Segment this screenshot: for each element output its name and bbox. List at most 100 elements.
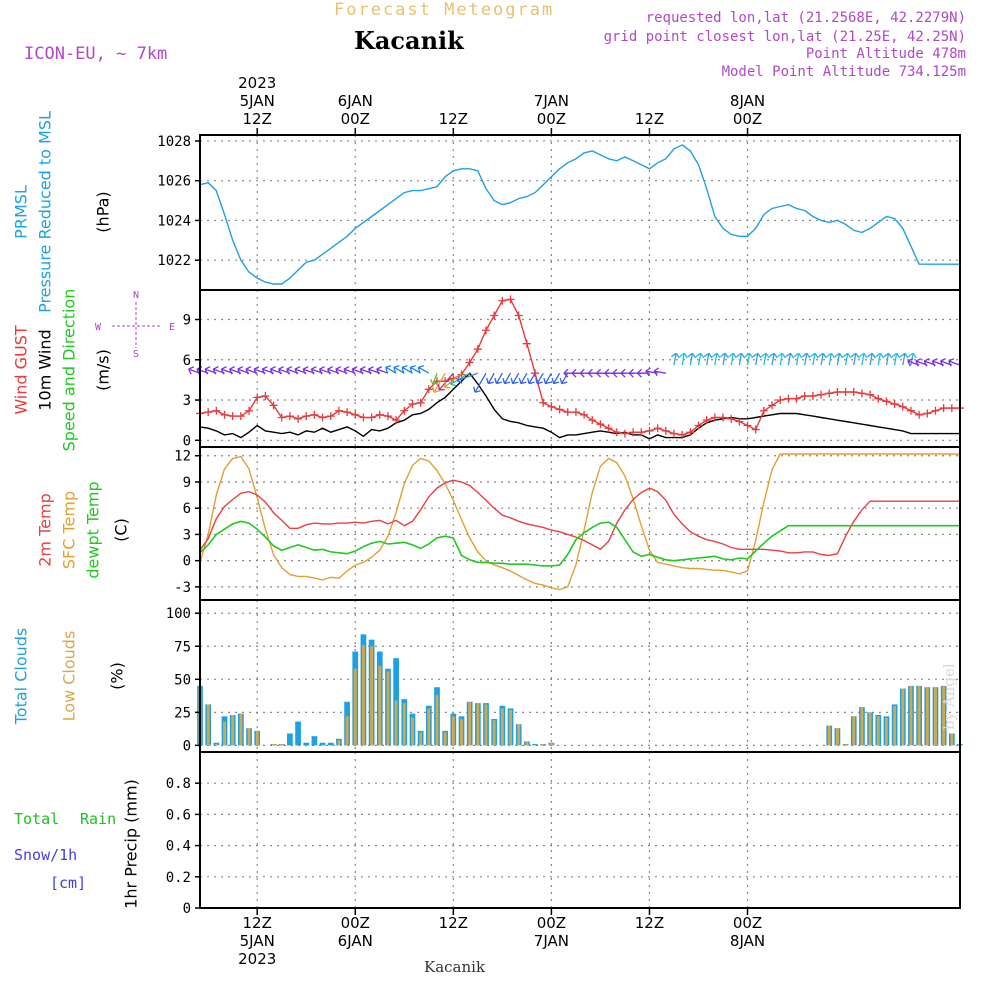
gust-marker	[220, 410, 229, 419]
low-cloud-bar	[386, 671, 390, 746]
low-cloud-bar	[876, 716, 880, 746]
wind-direction-arrow	[891, 352, 901, 366]
gust-marker	[269, 401, 278, 410]
wind-direction-arrow	[777, 352, 787, 366]
low-cloud-bar	[214, 744, 218, 746]
gust-marker	[768, 401, 777, 410]
low-cloud-bar	[885, 717, 888, 746]
gust-marker	[678, 430, 687, 439]
low-cloud-bar	[836, 728, 839, 746]
wind-direction-arrow	[883, 352, 893, 366]
panel-frame-clouds	[199, 599, 961, 753]
gust-marker	[400, 406, 409, 415]
low-cloud-bar	[917, 685, 921, 746]
gust-marker	[522, 339, 531, 348]
wind-direction-arrow	[728, 352, 738, 366]
total-cloud-bar	[319, 742, 326, 746]
gust-marker	[833, 387, 842, 396]
bottom-time-label: 12Z	[439, 914, 468, 932]
wind-direction-arrow	[867, 352, 876, 366]
grid-point-coords: grid point closest lon,lat (21.25E, 42.2…	[603, 29, 966, 45]
low-cloud-bar	[844, 744, 847, 746]
wind-direction-arrow	[510, 372, 520, 385]
precip-label-cm: [cm]	[50, 874, 86, 892]
gust-marker	[588, 416, 597, 425]
gust-marker	[620, 429, 629, 438]
wind-direction-arrow	[760, 352, 770, 366]
ytick-label: 3	[183, 393, 191, 409]
top-time-label: 2023	[238, 74, 276, 92]
gust-marker	[612, 428, 621, 437]
wind-direction-arrow	[826, 352, 836, 366]
wind-direction-arrow	[653, 367, 666, 377]
gust-marker	[857, 389, 866, 398]
ytick-label: 0.6	[166, 807, 191, 823]
precip-label-rain: Rain	[80, 810, 116, 828]
panel-label: 10m Wind	[36, 329, 55, 410]
wind-direction-arrow	[695, 352, 705, 366]
gust-marker	[866, 390, 875, 399]
grid-layer	[200, 135, 960, 909]
low-cloud-bar	[925, 687, 929, 746]
gust-marker	[212, 406, 221, 415]
gust-marker	[931, 406, 940, 415]
gust-marker	[416, 398, 425, 407]
gust-marker	[596, 420, 605, 429]
ytick-label: 0	[183, 554, 191, 570]
ytick-label: 12	[174, 449, 191, 465]
wind-direction-arrow	[486, 372, 495, 385]
wind-direction-arrow	[393, 365, 405, 374]
low-cloud-bar	[353, 668, 357, 746]
top-time-label: 8JAN	[730, 92, 765, 110]
low-cloud-bar	[443, 732, 447, 746]
gust-marker	[367, 413, 376, 422]
gust-marker	[359, 413, 368, 422]
gust-marker	[694, 421, 703, 430]
ytick-label: 0	[183, 738, 191, 754]
gust-marker	[947, 404, 956, 413]
low-cloud-bar	[492, 720, 496, 746]
gust-marker	[490, 311, 499, 320]
low-cloud-bar	[239, 713, 243, 746]
wind-direction-arrow	[376, 366, 389, 375]
panel-label: Wind GUST	[12, 325, 31, 415]
panel-label: (%)	[108, 662, 127, 690]
gust-marker	[375, 410, 384, 419]
series-wind-gust	[199, 298, 960, 436]
gust-marker	[294, 414, 303, 423]
low-cloud-bar	[500, 708, 504, 746]
wind-direction-arrow	[526, 372, 536, 385]
model-altitude: Model Point Altitude 734.125m	[721, 64, 966, 80]
low-cloud-bar	[893, 705, 897, 746]
gust-marker	[302, 412, 311, 421]
low-cloud-bar	[223, 721, 226, 746]
ytick-label: 0	[183, 433, 191, 449]
low-cloud-bar	[247, 728, 251, 746]
total-cloud-bar	[295, 721, 301, 746]
ytick-label: 3	[183, 527, 191, 543]
low-cloud-bar	[942, 685, 946, 746]
low-cloud-bar	[950, 733, 954, 746]
compass-n: N	[133, 290, 139, 301]
gust-marker	[408, 400, 417, 409]
panel-label: dewpt Temp	[84, 481, 103, 578]
wind-direction-arrow	[810, 352, 819, 366]
gust-marker	[637, 428, 646, 437]
bottom-time-label: 2023	[238, 950, 276, 968]
gust-marker	[751, 425, 760, 434]
location-title: Kacanik	[354, 26, 464, 55]
wind-direction-arrow	[687, 352, 697, 366]
top-time-label: 6JAN	[338, 92, 373, 110]
gust-marker	[653, 424, 662, 433]
low-cloud-bar	[345, 716, 349, 746]
gust-marker	[228, 412, 237, 421]
bottom-time-label: 6JAN	[338, 932, 373, 950]
gust-marker	[661, 426, 670, 435]
ytick-label: 0.8	[166, 776, 191, 792]
gust-marker	[236, 412, 245, 421]
bottom-time-label: 12Z	[635, 914, 664, 932]
product-title: Forecast Meteogram	[334, 0, 555, 20]
wind-direction-arrow	[449, 372, 471, 387]
gust-marker	[204, 408, 213, 417]
panel-frame-precip	[199, 751, 961, 909]
